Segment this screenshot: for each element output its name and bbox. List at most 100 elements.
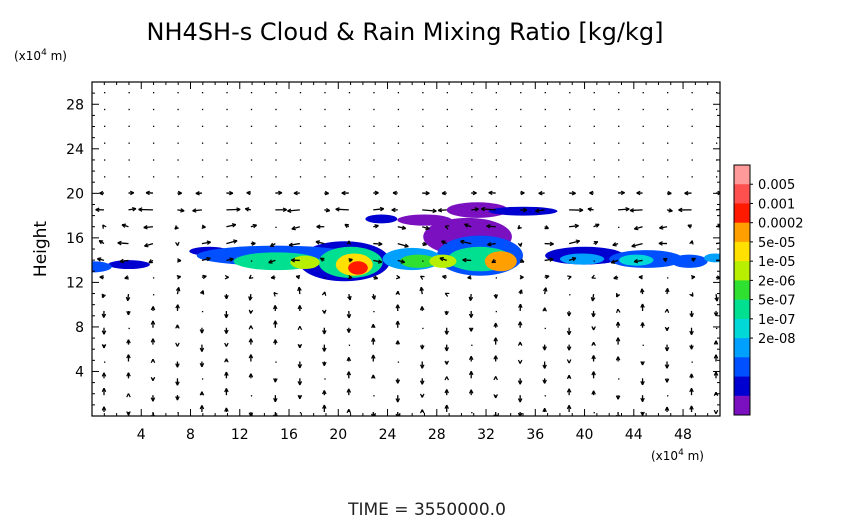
wind-vector	[422, 208, 437, 214]
cloud-region	[108, 260, 150, 270]
wind-vector	[395, 320, 401, 328]
colorbar-label: 2e-06	[758, 274, 796, 289]
wind-vector	[275, 207, 287, 213]
wind-vector	[713, 371, 719, 379]
wind-vector	[177, 176, 179, 178]
wind-vector	[299, 125, 302, 127]
wind-vector	[640, 378, 645, 386]
cloud-region	[348, 261, 368, 275]
wind-vector	[348, 92, 351, 94]
wind-vector	[397, 176, 400, 178]
colorbar-label: 1e-07	[758, 313, 796, 328]
wind-vector	[664, 308, 670, 314]
wind-vector	[495, 92, 497, 94]
wind-vector	[322, 404, 327, 412]
wind-vector	[128, 159, 130, 161]
wind-vector	[419, 286, 424, 295]
wind-vector	[143, 224, 154, 230]
wind-vector	[175, 286, 181, 295]
wind-vector	[486, 224, 496, 229]
wind-vector	[716, 92, 718, 94]
wind-vector	[616, 308, 621, 314]
wind-vector	[126, 372, 131, 379]
colorbar-swatch	[734, 299, 750, 320]
wind-vector	[493, 355, 498, 362]
wind-vector	[273, 395, 278, 403]
wind-vector	[348, 176, 351, 178]
wind-vector	[471, 207, 479, 212]
colorbar-label: 5e-05	[758, 236, 796, 251]
wind-vector	[422, 241, 427, 247]
wind-vector	[128, 92, 130, 94]
wind-vector	[152, 176, 155, 178]
wind-vector	[544, 241, 554, 247]
wind-vector	[226, 142, 228, 144]
wind-vector	[658, 241, 668, 246]
wind-vector	[373, 176, 375, 178]
wind-vector	[441, 240, 447, 245]
wind-vector	[373, 159, 375, 161]
wind-vector	[370, 337, 376, 345]
wind-vector	[493, 337, 498, 345]
wind-vector	[542, 378, 547, 384]
wind-vector	[397, 125, 400, 127]
wind-vector	[201, 159, 204, 161]
wind-vector	[348, 258, 353, 263]
wind-vector	[715, 208, 720, 211]
wind-vector	[542, 307, 547, 312]
wind-vector	[713, 310, 719, 317]
wind-vector	[444, 360, 450, 365]
wind-vector	[422, 190, 430, 196]
wind-vector	[664, 406, 670, 412]
wind-vector	[615, 412, 621, 416]
wind-vector	[397, 361, 400, 363]
wind-vector	[226, 176, 228, 178]
wind-vector	[520, 92, 522, 94]
wind-vector	[373, 259, 383, 264]
wind-vector	[121, 223, 129, 228]
wind-vector	[629, 208, 643, 213]
wind-vector	[691, 92, 693, 94]
wind-vector	[569, 92, 571, 94]
wind-vector	[250, 108, 253, 111]
wind-vector	[152, 108, 155, 111]
wind-vector	[444, 389, 450, 396]
wind-vector	[664, 326, 670, 331]
wind-vector	[347, 293, 352, 301]
wind-vector	[373, 190, 379, 196]
wind-vector	[569, 142, 571, 144]
wind-vector	[684, 190, 692, 196]
wind-vector	[493, 376, 498, 381]
wind-vector	[544, 108, 546, 111]
wind-vector	[687, 224, 692, 229]
wind-vector	[201, 240, 211, 245]
wind-vector	[126, 393, 131, 398]
wind-vector	[397, 242, 409, 248]
wind-vector	[471, 412, 473, 414]
wind-vector	[177, 258, 182, 263]
wind-vector	[370, 412, 376, 416]
wind-vector	[273, 339, 278, 345]
wind-vector	[104, 92, 106, 94]
wind-vector	[593, 240, 599, 246]
wind-vector	[517, 378, 523, 385]
y-tick-label: 8	[75, 320, 84, 336]
wind-vector	[201, 310, 204, 313]
wind-vector	[104, 142, 106, 144]
wind-vector	[633, 258, 643, 264]
wind-vector	[691, 176, 693, 178]
wind-vector	[250, 159, 253, 161]
wind-vector	[324, 277, 326, 279]
wind-vector	[177, 412, 179, 414]
wind-vector	[493, 412, 498, 416]
wind-vector	[446, 92, 449, 94]
colorbar-label: 0.0002	[758, 217, 804, 232]
wind-vector	[322, 361, 327, 367]
wind-vector	[618, 378, 620, 380]
wind-vector	[638, 274, 643, 280]
wind-vector	[315, 240, 325, 245]
wind-vector	[346, 310, 352, 319]
cloud-region	[559, 253, 605, 265]
wind-vector	[395, 378, 401, 384]
